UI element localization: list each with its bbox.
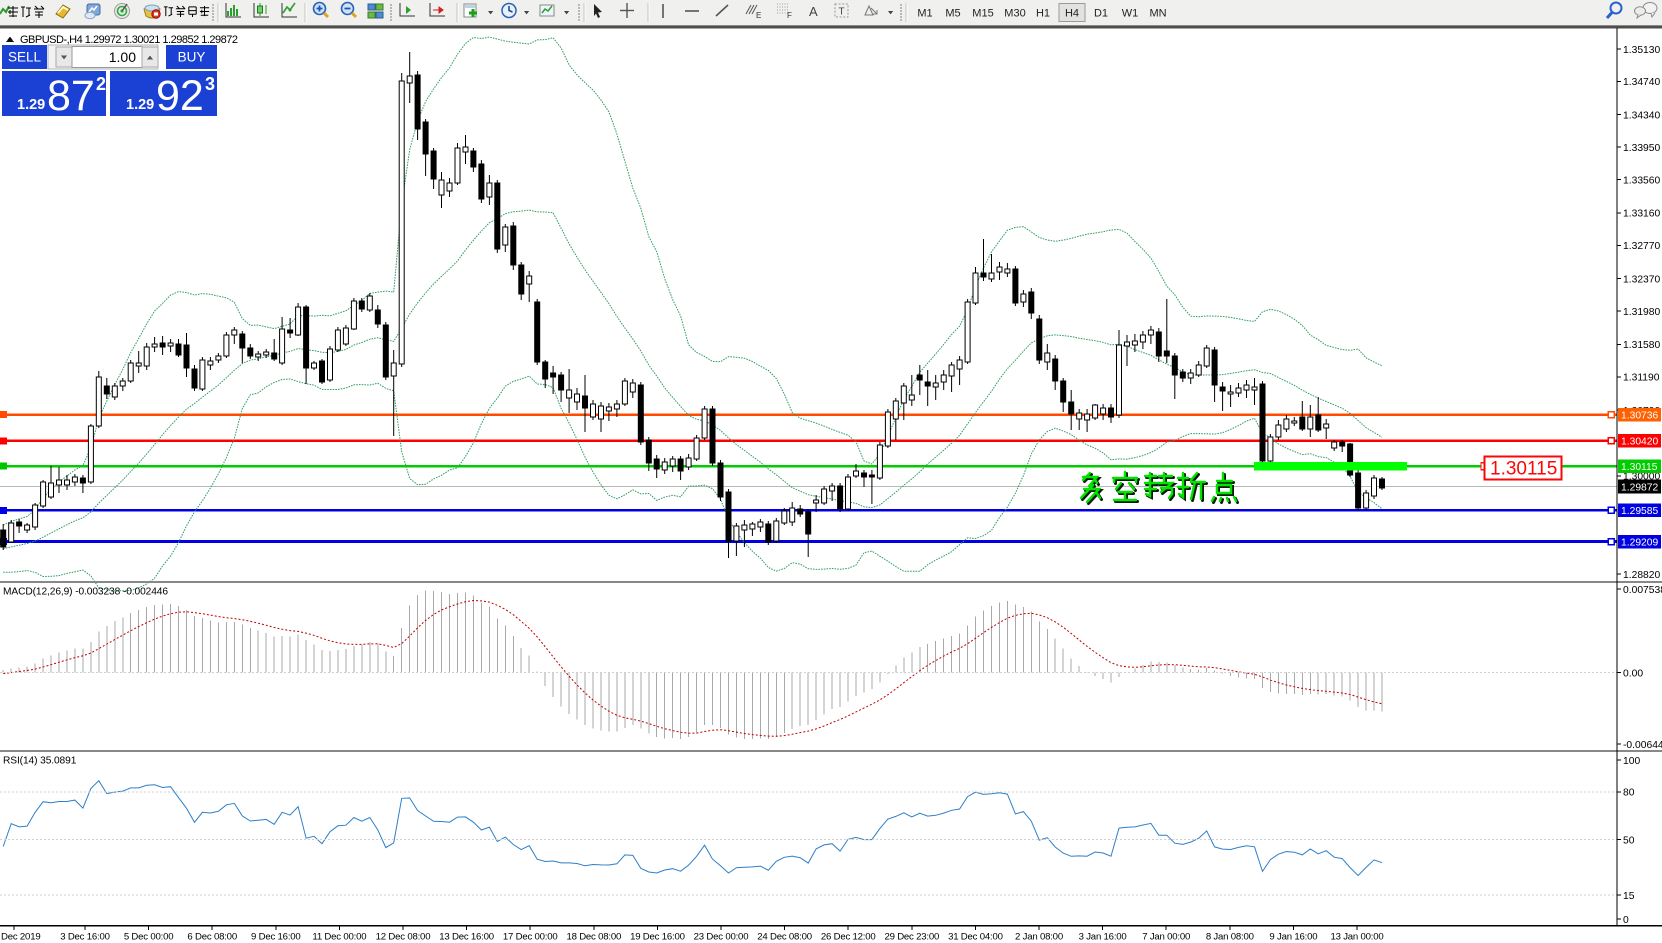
svg-text:GBPUSD-,H4 1.29972 1.30021 1.: GBPUSD-,H4 1.29972 1.30021 1.29852 1.298… [20,34,238,46]
svg-text:26 Dec 12:00: 26 Dec 12:00 [821,932,876,943]
svg-text:15: 15 [1623,891,1635,902]
svg-text:1.29872: 1.29872 [1621,482,1658,493]
svg-text:MACD(12,26,9) -0.003238 -0.002: MACD(12,26,9) -0.003238 -0.002446 [3,587,168,598]
svg-text:100: 100 [1623,756,1640,767]
svg-text:1.33950: 1.33950 [1623,143,1660,154]
svg-text:3 Jan 16:00: 3 Jan 16:00 [1079,932,1127,943]
svg-text:E: E [756,11,761,20]
svg-text:1.30000: 1.30000 [1623,472,1660,483]
svg-text:1.30420: 1.30420 [1621,437,1658,448]
svg-text:W1: W1 [1122,8,1139,20]
svg-text:1.33560: 1.33560 [1623,175,1660,186]
svg-text:M15: M15 [972,8,993,20]
svg-text:0.00: 0.00 [1623,668,1643,679]
svg-text:1.34740: 1.34740 [1623,77,1660,88]
svg-text:9 Dec 16:00: 9 Dec 16:00 [251,932,301,943]
svg-text:M5: M5 [945,8,960,20]
svg-text:3 Dec 16:00: 3 Dec 16:00 [60,932,110,943]
svg-text:1.32370: 1.32370 [1623,274,1660,285]
svg-text:0: 0 [1623,915,1629,926]
svg-text:H4: H4 [1065,8,1079,20]
svg-text:0.007538: 0.007538 [1623,585,1662,596]
svg-text:F: F [787,11,792,20]
svg-text:1.34340: 1.34340 [1623,111,1660,122]
svg-text:SELL: SELL [8,50,42,65]
svg-text:T: T [839,7,845,18]
svg-text:3: 3 [205,74,215,94]
svg-text:1.28820: 1.28820 [1623,570,1660,581]
svg-text:1.30736: 1.30736 [1621,410,1658,421]
svg-text:24 Dec 08:00: 24 Dec 08:00 [757,932,812,943]
svg-text:6 Dec 08:00: 6 Dec 08:00 [187,932,237,943]
svg-text:1.30115: 1.30115 [1490,459,1557,480]
svg-text:1.29: 1.29 [17,97,45,113]
svg-text:1.29585: 1.29585 [1621,506,1658,517]
svg-text:1.31580: 1.31580 [1623,340,1660,351]
svg-text:13 Dec 16:00: 13 Dec 16:00 [439,932,494,943]
svg-text:13 Jan 00:00: 13 Jan 00:00 [1330,932,1383,943]
svg-text:M30: M30 [1004,8,1025,20]
svg-text:87: 87 [47,72,95,120]
svg-text:5 Dec 00:00: 5 Dec 00:00 [124,932,174,943]
svg-text:80: 80 [1623,788,1635,799]
svg-text:12 Dec 08:00: 12 Dec 08:00 [376,932,431,943]
svg-text:1.29: 1.29 [126,97,154,113]
svg-text:D1: D1 [1094,8,1108,20]
svg-text:2: 2 [96,74,106,94]
svg-text:50: 50 [1623,835,1635,846]
svg-text:H1: H1 [1036,8,1050,20]
svg-text:23 Dec 00:00: 23 Dec 00:00 [694,932,749,943]
svg-text:17 Dec 00:00: 17 Dec 00:00 [503,932,558,943]
svg-text:1.32770: 1.32770 [1623,241,1660,252]
svg-text:1.31980: 1.31980 [1623,307,1660,318]
svg-text:1.30115: 1.30115 [1621,462,1658,473]
svg-text:Dec 2019: Dec 2019 [1,932,40,943]
svg-text:BUY: BUY [178,50,206,65]
svg-text:M1: M1 [917,8,932,20]
svg-text:RSI(14) 35.0891: RSI(14) 35.0891 [3,756,77,767]
svg-text:29 Dec 23:00: 29 Dec 23:00 [884,932,939,943]
svg-text:MN: MN [1149,8,1166,20]
svg-text:92: 92 [156,72,204,120]
svg-text:1.29209: 1.29209 [1621,537,1658,548]
svg-text:11 Dec 00:00: 11 Dec 00:00 [312,932,366,943]
svg-text:18 Dec 08:00: 18 Dec 08:00 [566,932,621,943]
svg-text:19 Dec 16:00: 19 Dec 16:00 [630,932,685,943]
svg-text:8 Jan 08:00: 8 Jan 08:00 [1206,932,1254,943]
svg-text:A: A [809,4,818,19]
svg-text:31 Dec 04:00: 31 Dec 04:00 [948,932,1003,943]
svg-text:7 Jan 00:00: 7 Jan 00:00 [1142,932,1190,943]
svg-text:1.33160: 1.33160 [1623,209,1660,220]
svg-text:-0.006446: -0.006446 [1623,740,1662,751]
svg-text:1.31190: 1.31190 [1623,373,1660,384]
svg-text:9 Jan 16:00: 9 Jan 16:00 [1269,932,1317,943]
svg-text:1.00: 1.00 [109,49,136,65]
svg-text:2 Jan 08:00: 2 Jan 08:00 [1015,932,1063,943]
svg-text:1.35130: 1.35130 [1623,45,1660,56]
